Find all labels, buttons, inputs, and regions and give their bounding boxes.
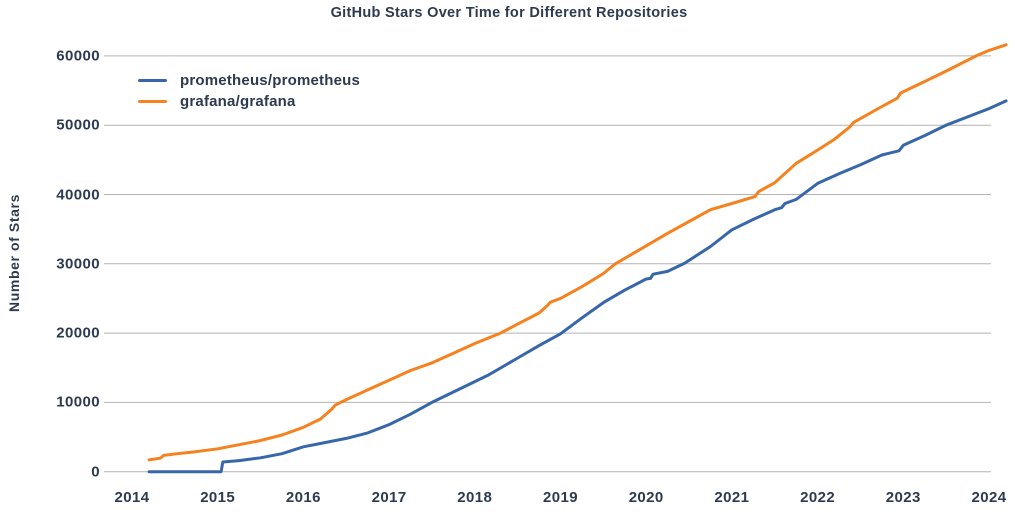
- x-tick-label: 2021: [714, 489, 750, 506]
- x-tick-label: 2016: [285, 489, 321, 506]
- x-tick-label: 2024: [971, 489, 1007, 506]
- legend-item-grafana: grafana/grafana: [138, 91, 360, 112]
- legend-label-grafana: grafana/grafana: [180, 93, 296, 110]
- chart-title: GitHub Stars Over Time for Different Rep…: [330, 5, 688, 21]
- x-tick-label: 2022: [800, 489, 836, 506]
- y-tick-label: 10000: [56, 393, 100, 411]
- legend: prometheus/prometheus grafana/grafana: [138, 70, 360, 112]
- y-tick-label: 0: [91, 463, 100, 481]
- legend-label-prometheus: prometheus/prometheus: [180, 72, 361, 89]
- x-tick-label: 2015: [200, 489, 236, 506]
- y-tick-label: 30000: [56, 255, 100, 273]
- grafana-line-swatch: [138, 100, 167, 103]
- x-tick-label: 2018: [457, 489, 493, 506]
- x-tick-label: 2023: [885, 489, 921, 506]
- x-tick-label: 2014: [114, 489, 150, 506]
- x-tick-label: 2020: [628, 489, 664, 506]
- prometheus-prometheus-line: [147, 99, 1008, 474]
- y-tick-label: 50000: [56, 116, 100, 134]
- grafana-grafana-line: [147, 43, 1008, 462]
- y-tick-label: 60000: [56, 47, 100, 65]
- y-tick-label: 20000: [56, 324, 100, 342]
- y-tick-label: 40000: [56, 186, 100, 203]
- legend-item-prometheus: prometheus/prometheus: [138, 70, 360, 91]
- x-tick-label: 2017: [371, 489, 407, 506]
- prometheus-line-swatch: [138, 79, 167, 82]
- x-tick-label: 2019: [543, 489, 578, 506]
